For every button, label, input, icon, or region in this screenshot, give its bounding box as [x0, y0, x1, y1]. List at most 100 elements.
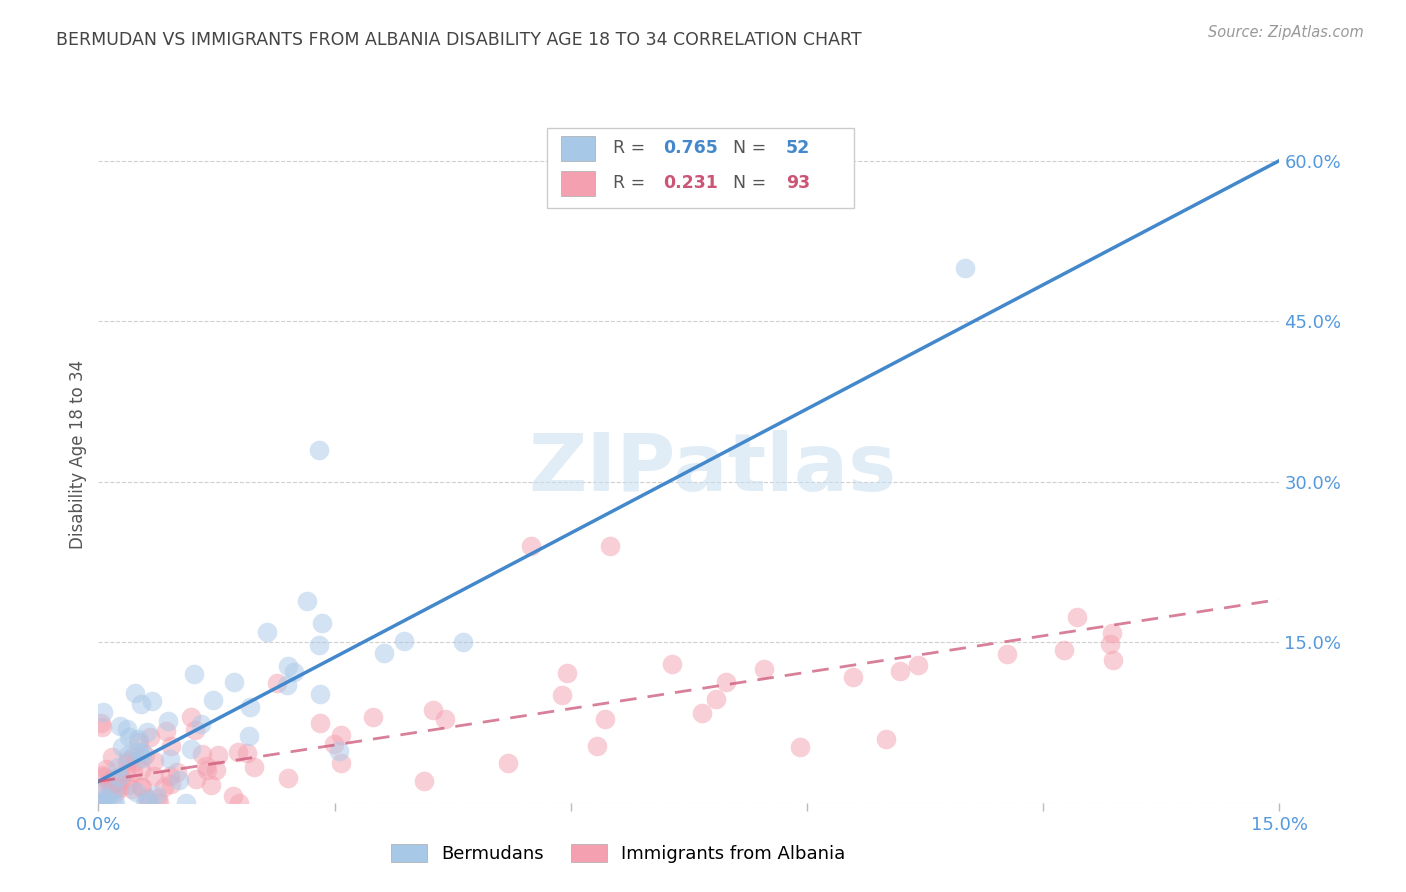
Point [114, 764, 136, 778]
Text: R =: R = [613, 175, 651, 193]
Point [108, 780, 131, 795]
Point [207, 747, 229, 762]
Point [101, 796, 124, 810]
Point [283, 665, 305, 680]
Point [90, 796, 112, 810]
Point [142, 755, 165, 769]
Point [108, 767, 131, 781]
Text: 0.231: 0.231 [664, 175, 718, 193]
Point [373, 646, 395, 660]
Point [309, 715, 332, 730]
Point [129, 763, 152, 777]
Point [593, 712, 616, 726]
Point [205, 763, 228, 777]
Point [90, 796, 112, 810]
Point [551, 688, 574, 702]
Point [96, 791, 118, 805]
Point [93, 770, 115, 784]
Text: 52: 52 [786, 139, 810, 157]
Point [131, 745, 153, 759]
Point [599, 539, 621, 553]
Y-axis label: Disability Age 18 to 34: Disability Age 18 to 34 [69, 360, 87, 549]
FancyBboxPatch shape [561, 171, 595, 196]
Point [160, 739, 183, 753]
Point [122, 764, 145, 779]
Point [169, 772, 191, 787]
Point [105, 774, 128, 789]
Point [222, 789, 245, 804]
Point [266, 675, 288, 690]
Point [907, 658, 929, 673]
Point [107, 770, 129, 784]
Text: N =: N = [723, 139, 772, 157]
Point [690, 706, 713, 720]
Point [157, 714, 180, 729]
Point [714, 674, 737, 689]
Point [128, 735, 150, 749]
Point [91, 720, 114, 734]
Point [789, 740, 811, 755]
Point [145, 788, 167, 802]
Point [138, 793, 160, 807]
Point [159, 751, 181, 765]
Point [277, 658, 299, 673]
Point [89, 785, 111, 799]
Point [1099, 637, 1122, 651]
Point [128, 745, 150, 759]
Point [155, 724, 177, 739]
Point [256, 624, 278, 639]
Point [191, 747, 214, 762]
Text: R =: R = [613, 139, 651, 157]
Point [422, 703, 444, 717]
Point [159, 769, 181, 783]
Point [134, 796, 156, 810]
Point [228, 796, 250, 810]
Point [160, 777, 183, 791]
Point [141, 694, 163, 708]
Point [93, 793, 115, 807]
Point [308, 687, 330, 701]
Point [117, 747, 139, 762]
Point [704, 691, 727, 706]
Point [308, 639, 330, 653]
Point [110, 772, 132, 787]
Point [146, 791, 169, 805]
Point [184, 723, 207, 737]
Point [413, 773, 436, 788]
Point [101, 750, 124, 764]
Point [103, 783, 125, 797]
Point [222, 674, 245, 689]
Point [117, 755, 139, 769]
Point [1066, 610, 1088, 624]
Point [434, 712, 457, 726]
Point [496, 756, 519, 770]
Point [89, 796, 111, 810]
Point [180, 741, 202, 756]
Point [134, 748, 156, 763]
Point [100, 779, 122, 793]
Point [328, 744, 350, 758]
Point [121, 781, 143, 796]
Point [392, 633, 415, 648]
Point [115, 723, 138, 737]
Point [117, 731, 139, 745]
Point [330, 756, 353, 770]
Point [238, 729, 260, 743]
Point [953, 260, 976, 275]
Point [276, 678, 298, 692]
Point [239, 700, 262, 714]
Point [661, 657, 683, 672]
Point [131, 780, 153, 794]
Point [90, 715, 112, 730]
Point [226, 745, 249, 759]
Point [121, 749, 143, 764]
Point [752, 662, 775, 676]
Point [136, 796, 159, 810]
Point [136, 725, 159, 739]
Point [148, 796, 170, 810]
Text: ZIPatlas: ZIPatlas [529, 430, 897, 508]
Point [153, 780, 176, 794]
Point [1101, 625, 1123, 640]
Text: N =: N = [723, 175, 772, 193]
FancyBboxPatch shape [561, 136, 595, 161]
